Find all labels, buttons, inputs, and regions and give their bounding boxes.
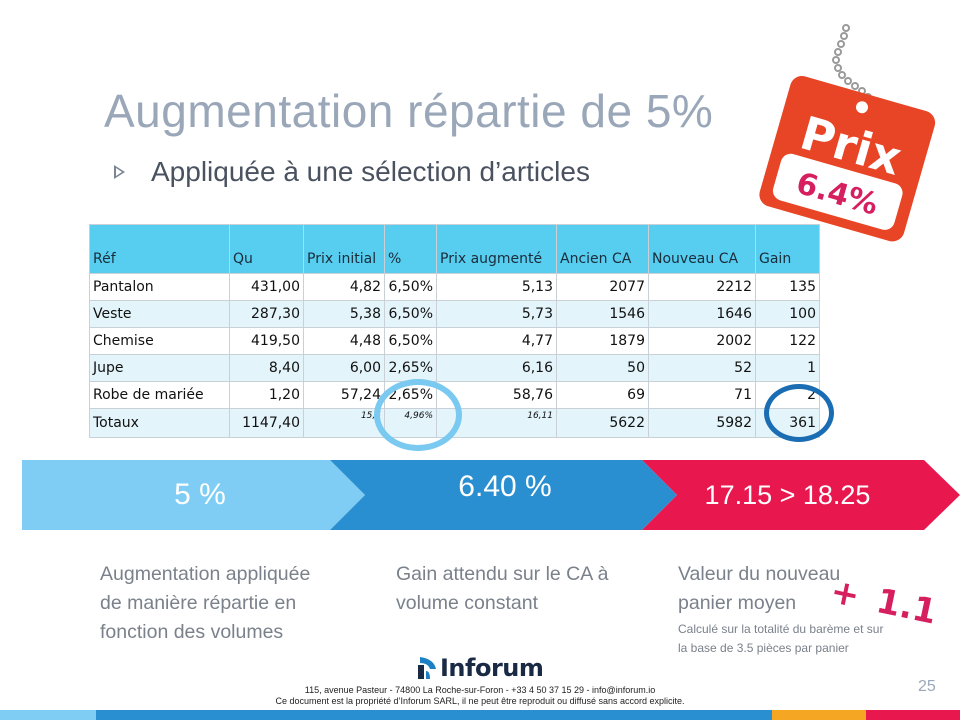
header-prix-initial: Prix initial	[303, 224, 385, 274]
table-row: Pantalon 431,00 4,82 6,50% 5,13 2077 221…	[89, 273, 820, 301]
banner-value-2: 6.40 %	[458, 470, 552, 503]
cell-ancien-ca: 1879	[556, 327, 649, 355]
cell-nouveau-ca: 1646	[648, 300, 756, 328]
banner-arrows-shape	[22, 460, 960, 530]
cell-gain: 100	[755, 300, 820, 328]
cell-total-ancien-ca: 5622	[556, 408, 649, 438]
slide-subtitle: Appliquée à une sélection d’articles	[151, 156, 590, 187]
bullet-item: Appliquée à une sélection d’articles	[114, 156, 590, 188]
cell-total-nouveau-ca: 5982	[648, 408, 756, 438]
banner-segment-3	[642, 460, 960, 530]
cell-ancien-ca: 69	[556, 381, 649, 409]
cell-prix-initial: 6,00	[303, 354, 385, 382]
cell-ref: Veste	[89, 300, 230, 328]
footer-legal: Ce document est la propriété d’Inforum S…	[275, 696, 685, 706]
header-ref: Réf	[89, 224, 230, 274]
logo-icon	[418, 657, 436, 679]
cell-prix-augmente: 5,73	[436, 300, 557, 328]
price-tag-icon: Prix 6.4%	[759, 24, 936, 242]
cell-prix-initial: 57,24	[303, 381, 385, 409]
cell-nouveau-ca: 52	[648, 354, 756, 382]
cell-qu: 419,50	[229, 327, 304, 355]
header-prix-augmente: Prix augmenté	[436, 224, 557, 274]
cell-percent: 6,50%	[384, 273, 437, 301]
cell-nouveau-ca: 2002	[648, 327, 756, 355]
header-qu: Qu	[229, 224, 304, 274]
page-number: 25	[918, 678, 936, 695]
bottom-color-bar	[0, 710, 960, 720]
cell-prix-augmente: 4,77	[436, 327, 557, 355]
footer-address: 115, avenue Pasteur - 74800 La Roche-sur…	[304, 685, 656, 695]
description-3-note: Calculé sur la totalité du barème et sur…	[678, 622, 884, 655]
header-gain: Gain	[755, 224, 820, 274]
cell-qu: 8,40	[229, 354, 304, 382]
cell-gain: 122	[755, 327, 820, 355]
logo-text: Inforum	[440, 654, 544, 682]
banner-value-1: 5 %	[174, 478, 226, 511]
header-ancien-ca: Ancien CA	[556, 224, 649, 274]
cell-nouveau-ca: 71	[648, 381, 756, 409]
highlight-circle-percent	[374, 379, 462, 451]
cell-percent: 2,65%	[384, 354, 437, 382]
slide-title: Augmentation répartie de 5%	[104, 85, 714, 137]
price-tag-image: Prix 6.4%	[740, 20, 940, 250]
summary-banner	[22, 460, 960, 530]
table-row: Chemise 419,50 4,48 6,50% 4,77 1879 2002…	[89, 327, 820, 355]
cell-ref: Pantalon	[89, 273, 230, 301]
banner-segment-2	[330, 460, 677, 530]
cell-prix-initial: 5,38	[303, 300, 385, 328]
cell-qu: 1,20	[229, 381, 304, 409]
cell-total-prix-initial: 15,5	[303, 408, 385, 438]
description-3: Valeur du nouveau panier moyen Calculé s…	[678, 560, 888, 658]
table-header-row: Réf Qu Prix initial % Prix augmenté Anci…	[89, 224, 820, 274]
header-percent: %	[384, 224, 437, 274]
cell-ancien-ca: 2077	[556, 273, 649, 301]
highlight-circle-gain	[764, 384, 834, 442]
cell-nouveau-ca: 2212	[648, 273, 756, 301]
cell-ref: Chemise	[89, 327, 230, 355]
inforum-logo: Inforum	[416, 654, 544, 682]
banner-value-3: 17.15 > 18.25	[704, 480, 871, 510]
banner-segment-1	[22, 460, 365, 530]
cell-totals-label: Totaux	[89, 408, 230, 438]
cell-prix-augmente: 6,16	[436, 354, 557, 382]
description-2: Gain attendu sur le CA à volume constant	[396, 563, 609, 614]
cell-percent: 6,50%	[384, 327, 437, 355]
cell-ref: Jupe	[89, 354, 230, 382]
description-3-text: Valeur du nouveau panier moyen	[678, 563, 841, 614]
triangle-bullet-icon	[114, 165, 125, 179]
cell-percent: 6,50%	[384, 300, 437, 328]
cell-qu: 287,30	[229, 300, 304, 328]
header-nouveau-ca: Nouveau CA	[648, 224, 756, 274]
description-1: Augmentation appliquée de manière répart…	[100, 563, 311, 643]
cell-qu: 431,00	[229, 273, 304, 301]
cell-prix-augmente: 5,13	[436, 273, 557, 301]
articles-table: Réf Qu Prix initial % Prix augmenté Anci…	[89, 224, 820, 438]
cell-gain: 1	[755, 354, 820, 382]
cell-ref: Robe de mariée	[89, 381, 230, 409]
cell-prix-initial: 4,82	[303, 273, 385, 301]
table-row: Veste 287,30 5,38 6,50% 5,73 1546 1646 1…	[89, 300, 820, 328]
cell-gain: 135	[755, 273, 820, 301]
cell-ancien-ca: 50	[556, 354, 649, 382]
table-row: Jupe 8,40 6,00 2,65% 6,16 50 52 1	[89, 354, 820, 382]
cell-total-qu: 1147,40	[229, 408, 304, 438]
cell-ancien-ca: 1546	[556, 300, 649, 328]
cell-prix-initial: 4,48	[303, 327, 385, 355]
